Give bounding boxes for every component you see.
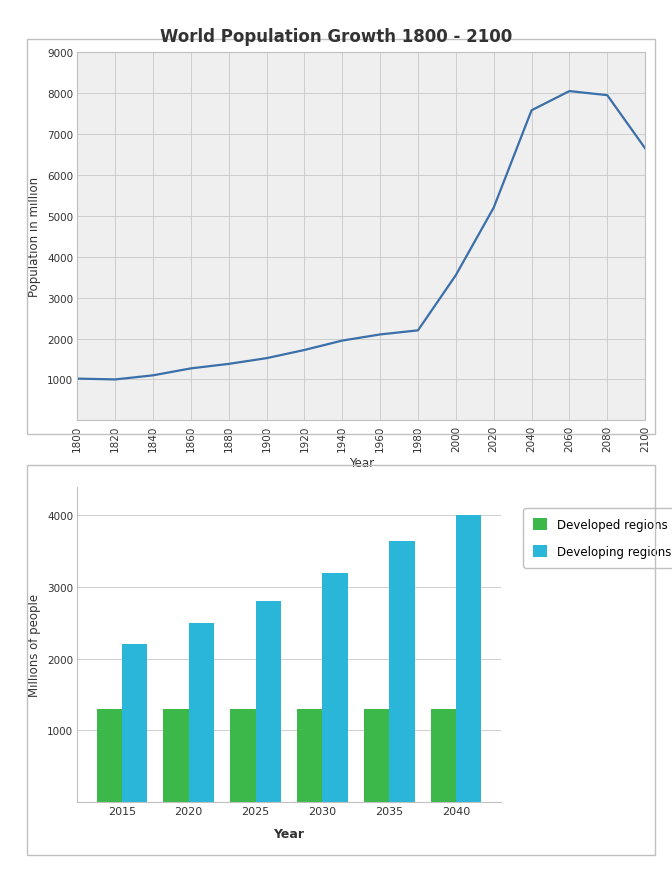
Bar bbox=[431, 709, 456, 802]
Bar bbox=[323, 573, 348, 802]
Bar bbox=[122, 645, 147, 802]
Y-axis label: Population in million: Population in million bbox=[28, 177, 42, 297]
Bar bbox=[230, 709, 255, 802]
Bar bbox=[364, 709, 389, 802]
Legend: Developed regions, Developing regions: Developed regions, Developing regions bbox=[523, 509, 672, 568]
Bar bbox=[255, 602, 281, 802]
Y-axis label: Millions of people: Millions of people bbox=[28, 593, 42, 696]
Text: World Population Growth 1800 - 2100: World Population Growth 1800 - 2100 bbox=[160, 28, 512, 46]
Bar bbox=[189, 623, 214, 802]
Bar bbox=[163, 709, 189, 802]
X-axis label: Year: Year bbox=[274, 827, 304, 840]
Bar bbox=[456, 516, 481, 802]
Bar bbox=[297, 709, 323, 802]
X-axis label: Year: Year bbox=[349, 457, 374, 470]
Bar bbox=[389, 541, 415, 802]
Bar bbox=[97, 709, 122, 802]
